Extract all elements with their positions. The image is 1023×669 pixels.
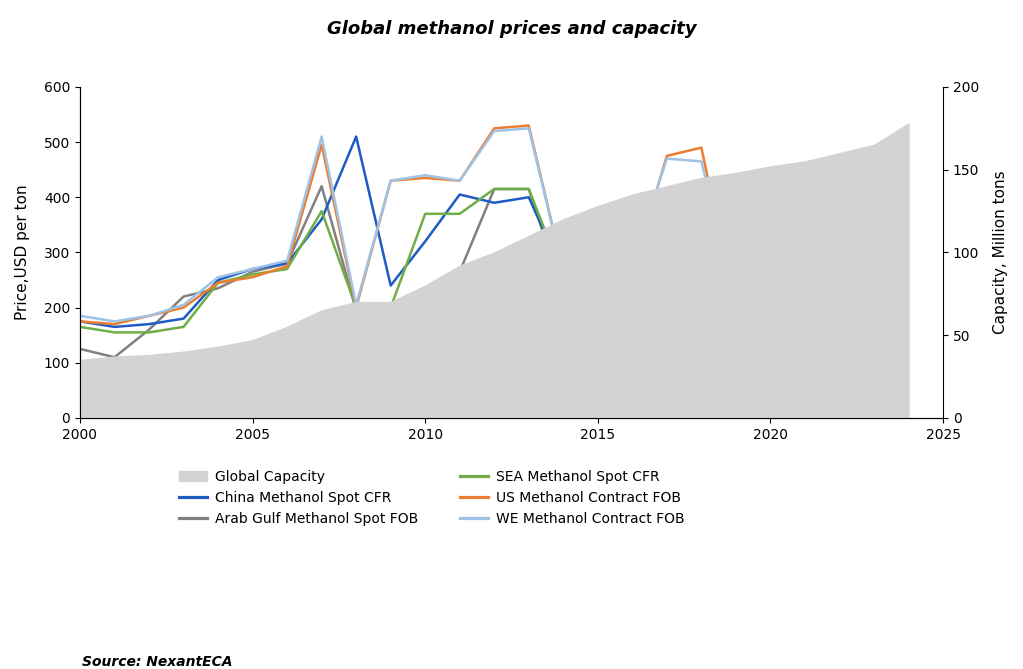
Text: ?: ? [813,162,886,282]
Y-axis label: Price,USD per ton: Price,USD per ton [15,185,30,320]
Text: Source: NexantECA: Source: NexantECA [82,655,232,668]
Legend: Global Capacity, China Methanol Spot CFR, Arab Gulf Methanol Spot FOB, SEA Metha: Global Capacity, China Methanol Spot CFR… [173,464,691,532]
Y-axis label: Capacity, Million tons: Capacity, Million tons [993,171,1008,334]
Text: Global methanol prices and capacity: Global methanol prices and capacity [326,20,697,38]
